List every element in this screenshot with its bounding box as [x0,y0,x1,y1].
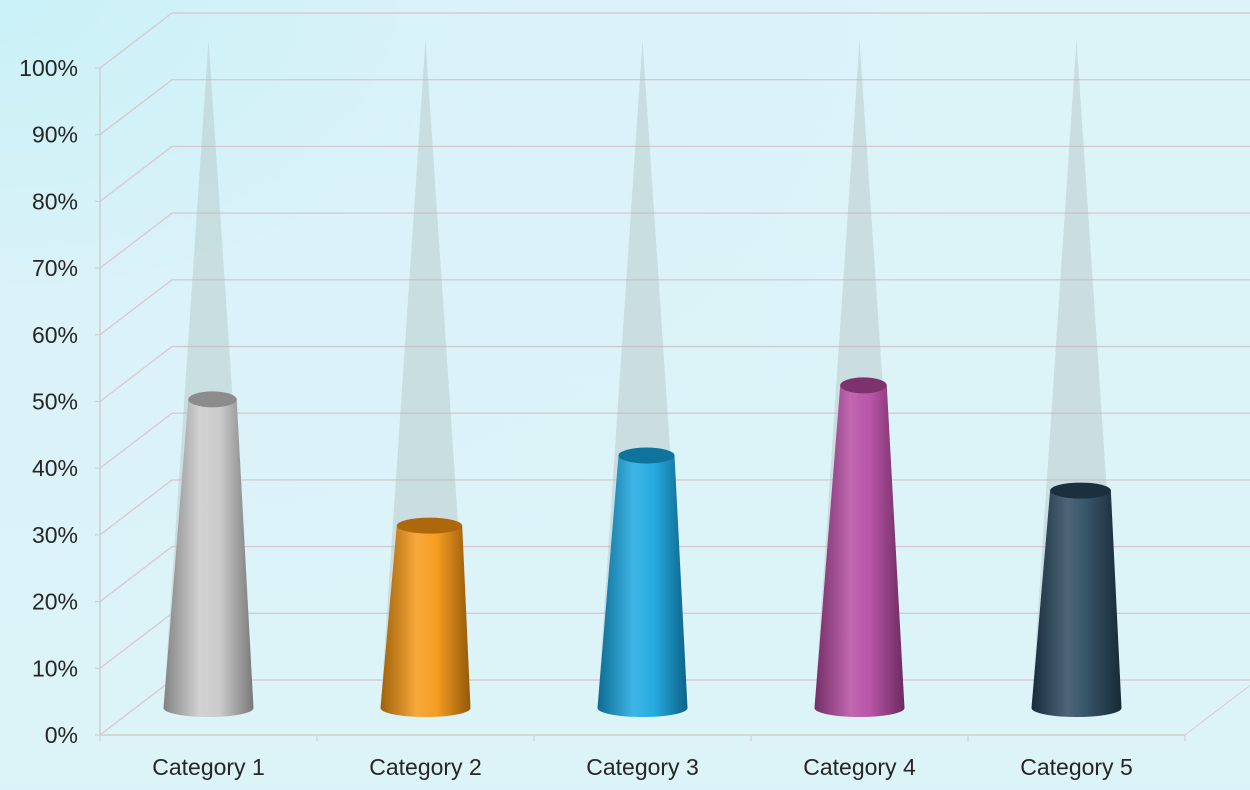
x-tick-label: Category 3 [586,754,699,780]
cone-bar [1031,490,1122,717]
cone-top [1050,482,1111,499]
x-tick-label: Category 5 [1020,754,1133,780]
floor-edge [1184,684,1250,736]
gridline [99,145,1250,202]
cone-top [618,447,675,464]
cone-top [396,517,463,534]
cone-bar [380,525,471,717]
y-tick-label: 10% [32,655,78,681]
gridline [99,279,1250,336]
y-tick-label: 100% [19,55,78,81]
y-tick-label: 0% [45,722,78,748]
cone-top [188,391,237,408]
y-tick-labels: 0% 10% 20% 30% 40% 50% 60% 70% 80% 90% 100% [19,55,78,748]
y-tick-label: 50% [32,389,78,415]
y-tick-label: 80% [32,188,78,214]
cone-bar [163,399,254,717]
x-tick-label: Category 1 [152,754,265,780]
gridline [99,212,1250,269]
y-tick-label: 20% [32,589,78,615]
y-tick-label: 40% [32,455,78,481]
x-tick-label: Category 2 [369,754,482,780]
y-tick-label: 60% [32,322,78,348]
gridline [99,79,1250,136]
x-tick-label: Category 4 [803,754,916,780]
gridline [99,412,1250,469]
gridline [99,345,1250,403]
y-tick-label: 90% [32,122,78,148]
cone-top [840,377,887,394]
y-tick-label: 30% [32,522,78,548]
gridline [99,12,1250,69]
x-tick-labels: Category 1 Category 2 Category 3 Category 4… [152,754,1133,780]
y-tick-label: 70% [32,255,78,281]
axes [95,67,1186,741]
cone-bar [597,455,688,717]
cones [163,40,1122,717]
cone-bar [814,385,905,717]
